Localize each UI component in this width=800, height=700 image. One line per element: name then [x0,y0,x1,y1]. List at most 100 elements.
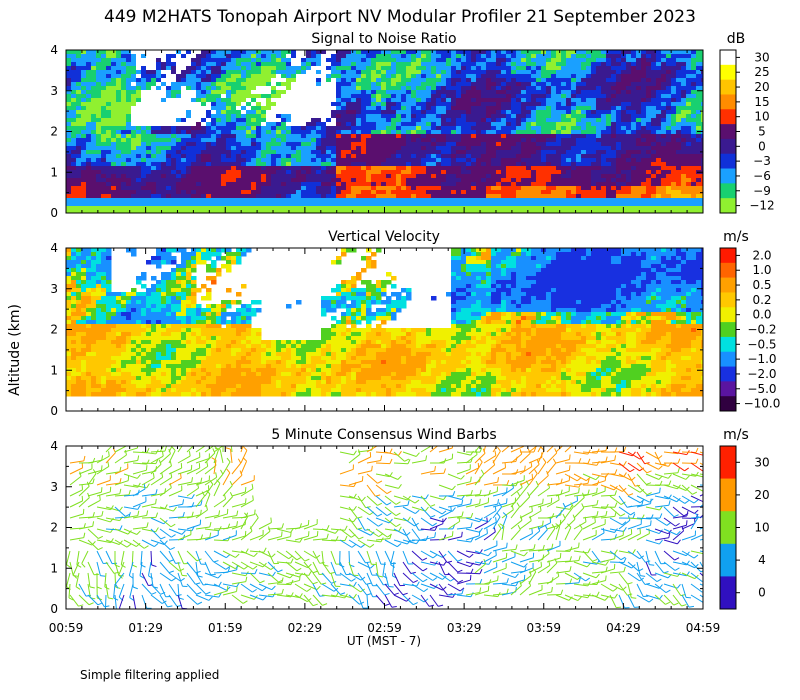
snr-cell [571,118,577,123]
snr-cell [526,166,532,171]
snr-cell [621,86,627,91]
snr-cell [331,86,337,91]
snr-cell [426,162,432,167]
snr-cell [286,118,292,123]
snr-cell [421,210,427,213]
snr-cell [596,114,602,119]
snr-cell [421,50,427,55]
snr-cell [151,194,157,199]
snr-cell [421,174,427,179]
snr-cell [71,102,77,107]
snr-cell [386,154,392,159]
snr-cell [406,194,412,199]
snr-cell [406,114,412,119]
snr-cell [226,110,232,115]
snr-cell [426,98,432,103]
snr-cell [91,198,97,203]
snr-cell [136,102,142,107]
snr-cell [346,118,352,123]
snr-cell [331,130,337,135]
snr-cell [226,190,232,195]
snr-cell [556,190,562,195]
snr-cell [86,74,92,79]
snr-cell [341,62,347,67]
snr-cell [431,102,437,107]
snr-cell [301,194,307,199]
snr-cell [156,166,162,171]
snr-cell [571,130,577,135]
snr-cell [251,174,257,179]
snr-cell [166,66,172,71]
snr-cell [116,118,122,123]
snr-cell [331,154,337,159]
snr-cell [411,182,417,187]
snr-cell [326,94,332,99]
snr-cell [381,54,387,59]
snr-cell [471,74,477,79]
snr-cell [591,130,597,135]
snr-cell [401,94,407,99]
snr-cell [451,110,457,115]
snr-cell [251,202,257,207]
snr-cell [641,50,647,55]
snr-cell [611,178,617,183]
snr-cell [306,210,312,213]
snr-cell [386,210,392,213]
snr-cell [471,90,477,95]
snr-cell [371,114,377,119]
snr-cell [296,162,302,167]
snr-cell [511,58,517,63]
snr-cell [671,114,677,119]
snr-cell [626,154,632,159]
snr-cell [416,150,422,155]
snr-cell [186,126,192,131]
snr-cell [411,210,417,213]
snr-cell [446,210,452,213]
snr-cell [621,174,627,179]
snr-cell [456,58,462,63]
snr-cell [76,210,82,213]
snr-cell [156,158,162,163]
snr-cell [656,58,662,63]
snr-cell [586,110,592,115]
snr-cell [141,98,147,103]
snr-cell [231,190,237,195]
snr-cell [131,210,137,213]
snr-cell [366,62,372,67]
snr-cell [511,130,517,135]
snr-cell [376,74,382,79]
snr-cell [421,198,427,203]
snr-cell [121,170,127,175]
snr-cell [541,190,547,195]
snr-cell [661,198,667,203]
snr-cell [271,146,277,151]
snr-cell [276,198,282,203]
snr-cell [446,82,452,87]
snr-cell [116,210,122,213]
snr-cell [256,126,262,131]
snr-cell [636,70,642,75]
snr-cell [486,138,492,143]
snr-cell [616,130,622,135]
snr-cell [671,162,677,167]
snr-cell [561,66,567,71]
snr-cell [501,78,507,83]
snr-cell [516,162,522,167]
snr-cell [316,206,322,211]
snr-cell [156,170,162,175]
snr-cell [546,186,552,191]
snr-cell [486,82,492,87]
snr-cell [431,122,437,127]
snr-cell [271,66,277,71]
snr-cell [536,134,542,139]
snr-cell [121,142,127,147]
snr-cell [171,170,177,175]
snr-cell [616,190,622,195]
snr-cell [101,74,107,79]
snr-cell [401,162,407,167]
snr-cell [471,94,477,99]
snr-cell [276,210,282,213]
snr-cell [506,198,512,203]
snr-cell [376,138,382,143]
snr-cell [246,102,252,107]
